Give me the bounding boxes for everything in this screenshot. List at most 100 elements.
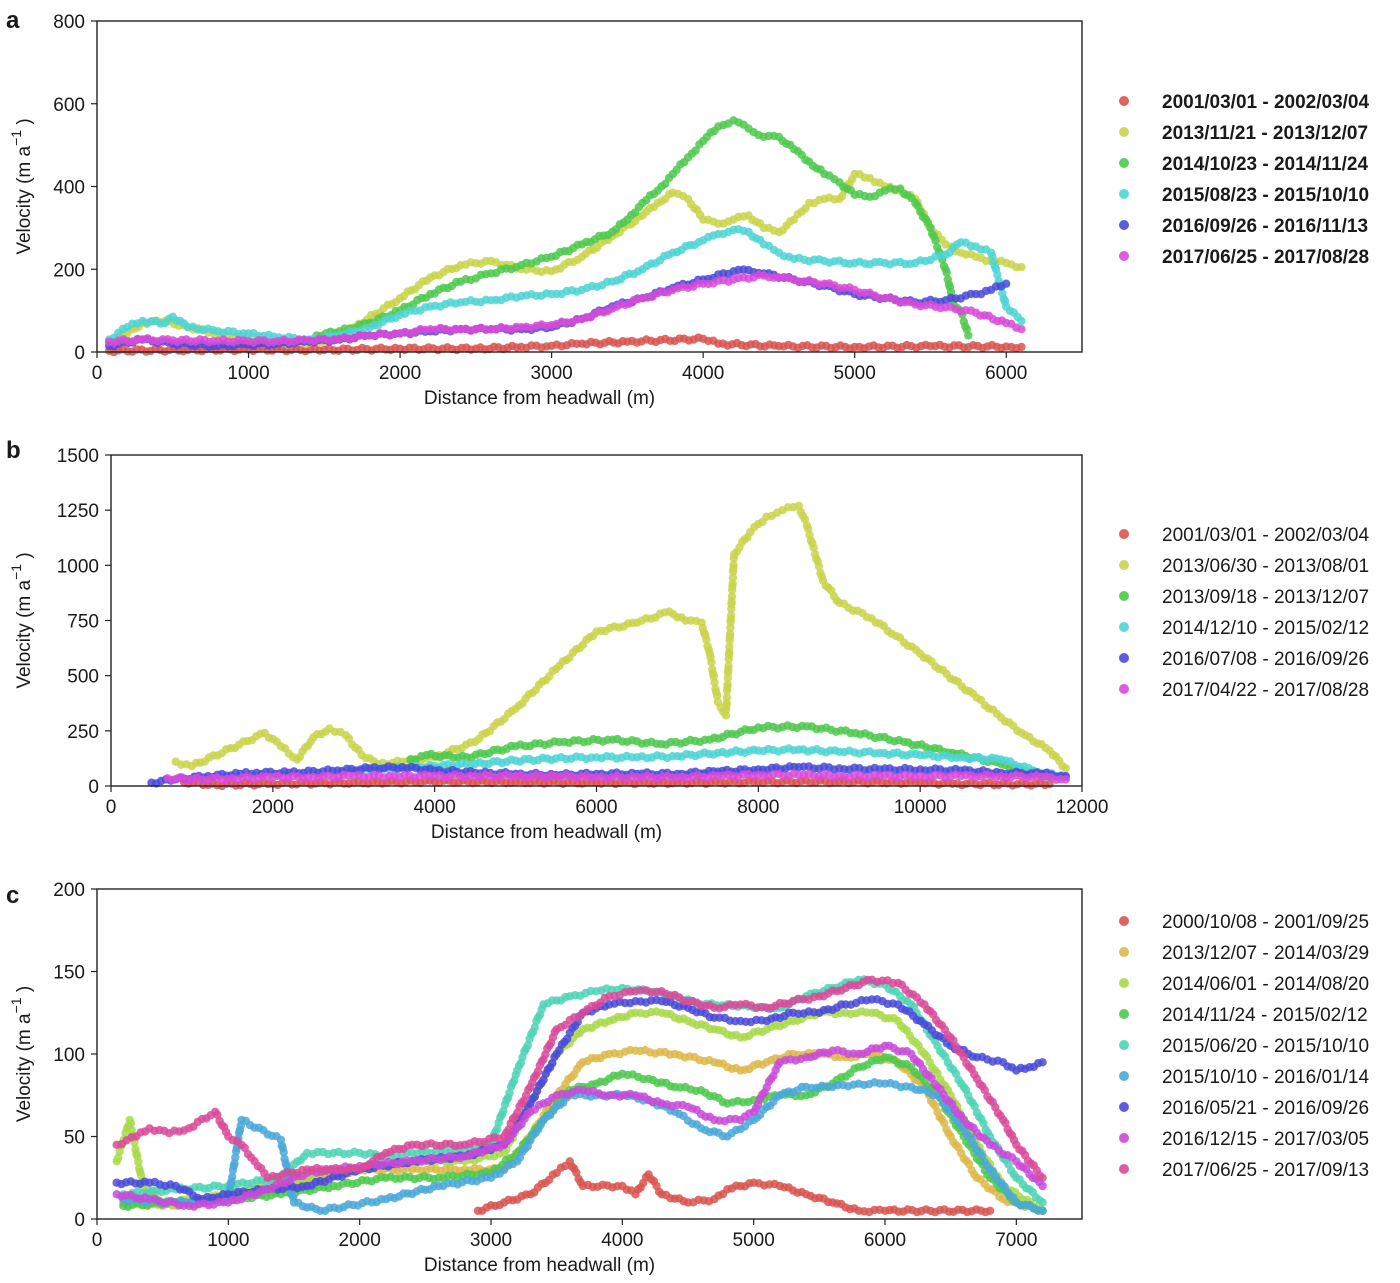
x-tick-label: 3000 [470,1230,512,1251]
panel-label: b [6,437,21,464]
data-point [727,592,737,601]
data-point [1061,775,1071,784]
legend-entry: 2017/04/22 - 2017/08/28 [1162,680,1369,701]
legend-marker [1119,189,1129,199]
x-tick-label: 2000 [252,797,294,818]
y-axis-label: Velocity (m a−1 ) [8,986,35,1122]
legend-marker [1119,1040,1129,1050]
data-point [228,1172,237,1182]
legend-marker [1119,251,1129,261]
data-point [931,236,940,245]
legend-marker [1119,1071,1129,1081]
data-points [112,975,1047,1217]
legend-entry: 2001/03/01 - 2002/03/04 [1162,525,1370,546]
data-point [499,1106,508,1116]
legend-marker [1119,978,1129,988]
legend-entry: 2017/06/25 - 2017/09/13 [1162,1160,1369,1181]
data-points [147,501,1071,791]
x-tick-label: 10000 [894,797,947,818]
legend-entry: 2016/07/08 - 2016/09/26 [1162,649,1369,670]
y-axis-label-superscript: −1 [8,997,24,1013]
data-point [712,691,722,701]
x-tick-label: 5000 [733,1230,775,1251]
x-tick-label: 6000 [575,797,617,818]
data-point [1038,1181,1047,1191]
y-axis-label-close: ) [14,986,35,998]
legend-marker [1119,947,1129,957]
legend-marker [1119,591,1129,601]
data-points [104,116,1026,357]
series-3 [312,116,973,341]
data-point [707,658,716,667]
legend-entry: 2017/06/25 - 2017/08/28 [1162,247,1369,268]
data-point [1061,764,1071,773]
y-axis-label-main: Velocity (m a [14,579,35,688]
y-tick-label: 800 [53,12,85,33]
legend-marker [1119,684,1129,694]
data-point [505,1088,514,1098]
data-point [724,661,733,671]
data-point [136,1171,146,1180]
data-point [710,678,719,687]
x-tick-label: 0 [106,797,117,818]
y-tick-label: 200 [53,260,85,281]
data-point [702,635,711,644]
legend: 2001/03/01 - 2002/03/04 2013/06/30 - 2013… [1119,525,1370,701]
legend-marker [1119,96,1129,106]
data-point [279,1148,288,1157]
data-point [231,1153,240,1162]
x-tick-label: 1000 [227,363,269,384]
series-2 [171,501,1071,773]
data-point [725,629,735,639]
legend-marker [1119,529,1129,539]
y-tick-label: 250 [67,722,99,743]
legend-marker [1119,1102,1129,1112]
y-tick-label: 600 [53,95,85,116]
legend-entry: 2015/06/20 - 2015/10/10 [1162,1036,1369,1057]
y-axis-label-main: Velocity (m a [14,1013,35,1122]
panel-label: a [6,7,20,34]
legend-entry: 2014/12/10 - 2015/02/12 [1162,618,1369,639]
y-tick-label: 1000 [57,556,99,577]
data-point [1017,263,1026,272]
legend: 2000/10/08 - 2001/09/25 2013/12/07 - 2014… [1119,912,1370,1181]
legend-entry: 2001/03/01 - 2002/03/04 [1162,92,1370,113]
series-4 [104,225,1026,345]
data-point [1017,325,1026,334]
data-point [722,693,732,702]
legend-entry: 2014/06/01 - 2014/08/20 [1162,974,1369,995]
data-point [729,560,738,569]
x-tick-label: 8000 [737,797,779,818]
chart-panel-c: c 0 1000 2000 3000 4000 5000 6000 7000 0 50 100 150 2… [6,880,1370,1276]
x-tick-label: 7000 [995,1230,1037,1251]
x-axis-label: Distance from headwall (m) [424,1255,655,1276]
data-point [800,515,810,524]
legend-entry: 2000/10/08 - 2001/09/25 [1162,912,1369,933]
legend-entry: 2013/06/30 - 2013/08/01 [1162,556,1369,577]
x-tick-label: 0 [92,1230,103,1251]
data-point [985,1206,995,1216]
x-tick-label: 0 [92,363,103,384]
x-tick-label: 5000 [834,363,876,384]
data-point [1017,342,1026,352]
data-point [728,573,738,582]
data-point [814,562,824,571]
legend-marker [1119,916,1129,926]
y-tick-label: 200 [53,880,85,901]
data-point [1038,1173,1047,1183]
series-6 [163,769,1071,785]
x-tick-label: 2000 [339,1230,381,1251]
legend-marker [1119,127,1129,137]
x-tick-label: 4000 [414,797,456,818]
x-tick-label: 6000 [864,1230,906,1251]
chart-panel-b: b 0 2000 4000 6000 8000 10000 12000 0 250 500 750 10… [6,437,1370,843]
legend: 2001/03/01 - 2002/03/04 2013/11/21 - 2013… [1119,92,1370,268]
y-tick-label: 1250 [57,501,99,522]
series-9 [112,975,1047,1183]
y-axis-label-close: ) [14,552,35,564]
y-tick-label: 150 [53,963,85,984]
data-point [964,331,973,340]
data-point [134,1157,143,1167]
data-point [942,268,951,277]
